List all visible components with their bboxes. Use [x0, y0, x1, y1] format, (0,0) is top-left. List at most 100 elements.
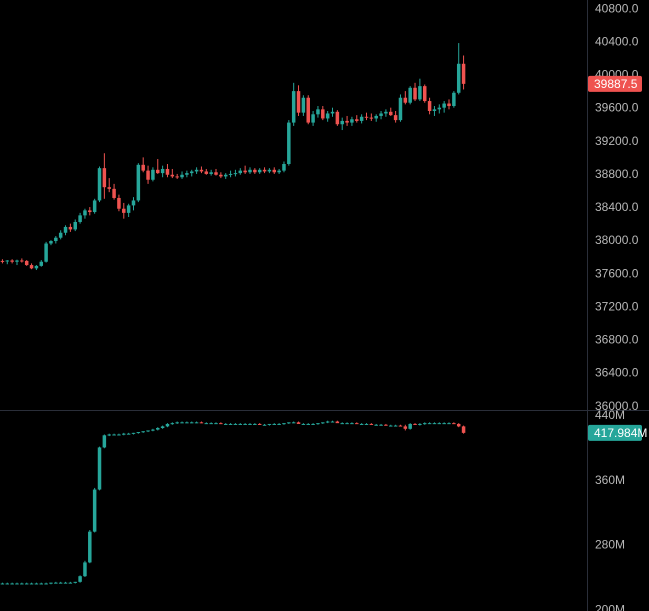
indicator-pane[interactable]: [0, 420, 466, 585]
indicator-candle: [112, 434, 116, 436]
price-candle: [5, 260, 10, 262]
price-candle: [54, 237, 58, 242]
price-candle: [194, 169, 199, 172]
price-candle: [452, 92, 456, 107]
price-candle: [146, 170, 150, 180]
price-candle: [170, 174, 175, 177]
price-candle: [24, 260, 29, 266]
indicator-candle: [403, 426, 408, 429]
indicator-candle: [122, 433, 126, 435]
indicator-candle: [447, 423, 451, 425]
price-candle: [102, 168, 107, 188]
price-candle: [180, 174, 184, 178]
indicator-candle: [165, 423, 170, 427]
price-candle: [296, 91, 301, 113]
indicator-candle: [10, 583, 14, 585]
price-candle: [306, 97, 310, 123]
price-candle: [136, 164, 141, 201]
indicator-candle: [257, 423, 262, 425]
price-axis-last-value-tag: [588, 75, 642, 92]
price-candle: [418, 86, 422, 100]
indicator-candle: [389, 425, 393, 427]
indicator-axis[interactable]: 440M 360M 280M 200M 417.984M: [588, 408, 647, 611]
indicator-candle: [34, 583, 39, 585]
indicator-candle: [58, 582, 63, 584]
price-axis-tick-label: 36800.0: [595, 333, 639, 347]
price-candle: [15, 260, 19, 262]
price-candle: [214, 172, 218, 175]
indicator-candle: [422, 423, 427, 425]
price-candle: [175, 176, 179, 178]
price-candle: [185, 173, 189, 175]
price-candle: [122, 208, 126, 213]
price-candle: [73, 221, 77, 230]
indicator-candle: [277, 423, 281, 425]
price-axis-tick-label: 36400.0: [595, 366, 639, 380]
price-candle: [257, 169, 262, 173]
price-axis-last-value-label: 39887.5: [594, 77, 638, 91]
indicator-candle: [437, 423, 442, 425]
price-candle: [131, 200, 136, 206]
price-candle: [68, 226, 73, 230]
price-candle: [301, 97, 306, 113]
indicator-candle: [49, 582, 53, 584]
indicator-candle: [432, 423, 437, 425]
price-pane[interactable]: [0, 43, 466, 271]
price-candle: [34, 265, 39, 269]
indicator-candle: [291, 422, 296, 424]
price-axis[interactable]: 40800.040400.040000.039600.039200.038800…: [588, 1, 642, 413]
indicator-candle: [68, 582, 73, 584]
indicator-candle: [136, 432, 141, 434]
price-candle: [223, 174, 228, 177]
indicator-candle: [146, 430, 150, 432]
indicator-candle: [456, 423, 461, 427]
price-candle: [335, 111, 340, 125]
price-candle: [350, 119, 354, 123]
indicator-candle: [442, 423, 446, 425]
price-candle: [456, 63, 461, 93]
indicator-candle: [209, 423, 213, 425]
price-candle: [321, 109, 325, 119]
price-candle: [345, 120, 349, 123]
indicator-candle: [83, 562, 87, 577]
price-candle: [160, 168, 165, 174]
price-candle: [204, 171, 209, 174]
price-candle: [330, 111, 335, 114]
price-candle: [233, 173, 238, 175]
indicator-axis-tick-label: 200M: [595, 602, 625, 611]
price-candle: [282, 164, 286, 171]
price-candle: [287, 122, 291, 164]
indicator-candle: [413, 423, 417, 425]
indicator-candle: [223, 423, 228, 425]
price-axis-tick-label: 36000.0: [595, 399, 639, 413]
price-candle: [461, 63, 466, 84]
price-candle: [437, 107, 442, 110]
indicator-candle: [170, 423, 175, 425]
price-candle: [262, 169, 267, 172]
indicator-candle: [330, 421, 335, 423]
indicator-candle: [316, 423, 320, 425]
indicator-candle: [311, 423, 315, 425]
price-candle: [151, 169, 155, 180]
indicator-candle: [228, 423, 233, 425]
indicator-axis-tick-label: 440M: [595, 408, 625, 422]
indicator-candle: [24, 583, 29, 585]
price-candle: [97, 168, 102, 201]
price-candle: [272, 169, 277, 173]
indicator-axis-last-value-tag: [588, 424, 642, 441]
price-candle: [398, 97, 403, 121]
price-candle: [63, 226, 68, 233]
indicator-candle: [272, 423, 277, 425]
indicator-candle: [408, 423, 412, 429]
price-candle: [248, 169, 252, 173]
price-candle: [243, 170, 247, 173]
price-candle: [408, 87, 412, 103]
price-axis-tick-label: 39600.0: [595, 101, 639, 115]
indicator-candle: [243, 423, 247, 425]
price-axis-tick-label: 40800.0: [595, 1, 639, 15]
indicator-candle: [340, 423, 344, 425]
price-candle: [359, 116, 364, 121]
price-candle: [107, 187, 111, 189]
price-axis-tick-label: 37200.0: [595, 299, 639, 313]
indicator-candle: [379, 424, 383, 426]
